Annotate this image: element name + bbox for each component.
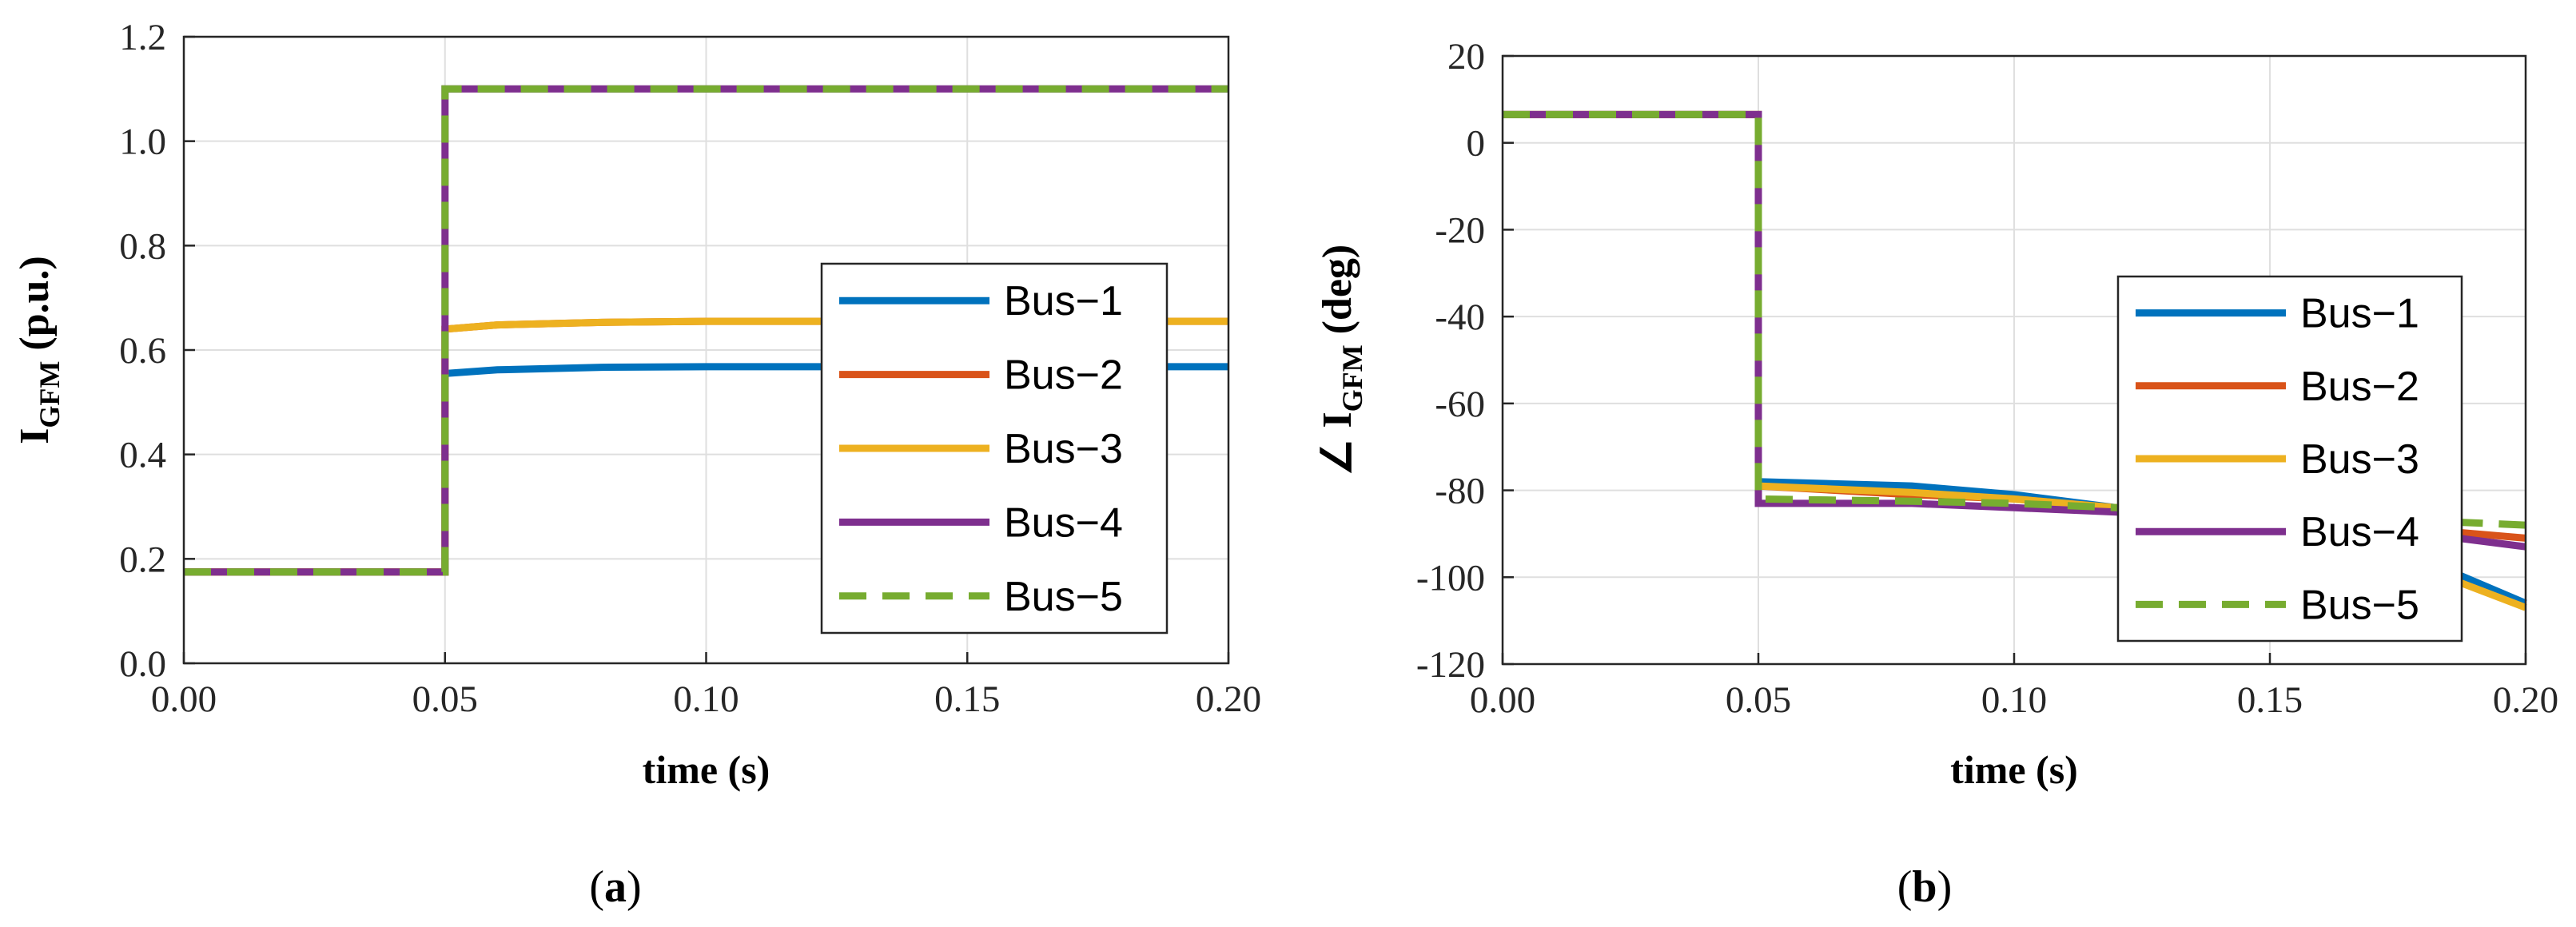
panel-b-x-tick-label: 0.15 — [2237, 679, 2303, 721]
panel-b-y-tick-label: -40 — [1435, 296, 1485, 338]
panel-b-legend-label-bus-5: Bus−5 — [2300, 582, 2419, 628]
panel-a-y-label-main: I — [12, 428, 58, 444]
panel-b-legend-label-bus-2: Bus−2 — [2300, 364, 2419, 410]
panel-a-x-tick-label: 0.15 — [934, 678, 1000, 720]
panel-a-y-tick-label: 1.0 — [119, 121, 166, 163]
panel-b-y-tick-label: -20 — [1435, 209, 1485, 251]
panel-a-legend-label-bus-3: Bus−3 — [1004, 426, 1123, 472]
panel-b-caption-open: ( — [1897, 862, 1913, 912]
panel-b-caption-letter: b — [1912, 862, 1937, 912]
panel-a-legend-label-bus-5: Bus−5 — [1004, 574, 1123, 620]
panel-b-legend-label-bus-3: Bus−3 — [2300, 436, 2419, 483]
panel-b-y-tick-label: -60 — [1435, 384, 1485, 425]
panel-a-y-tick-label: 0.6 — [119, 330, 166, 372]
panel-b-legend-label-bus-1: Bus−1 — [2300, 291, 2419, 337]
panel-a-caption-letter: a — [604, 862, 627, 912]
panel-a-caption-open: ( — [589, 862, 604, 912]
panel-a-legend: Bus−1 Bus−2 Bus−3 Bus−4 Bus−5 — [820, 262, 1169, 635]
panel-b-legend-label-bus-4: Bus−4 — [2300, 509, 2419, 555]
panel-b-x-tick-label: 0.10 — [1981, 679, 2047, 721]
panel-b-y-tick-label: -100 — [1416, 557, 1485, 599]
panel-a-y-tick-label: 0.2 — [119, 539, 166, 580]
panel-a-y-tick-label: 0.8 — [119, 225, 166, 267]
panel-a-series-bus-5 — [184, 85, 1228, 576]
panel-b-y-label-main: ∠ I — [1315, 412, 1360, 475]
panel-a-y-label-unit: (p.u.) — [12, 256, 58, 360]
panel-a-y-axis-label: IGFM (p.u.) — [12, 256, 66, 444]
panel-a-y-tick-label: 1.2 — [119, 17, 166, 58]
panel-b-x-ticks: 0.00 0.05 0.10 0.15 0.20 — [1470, 653, 2558, 721]
panel-a-x-ticks: 0.00 0.05 0.10 0.15 0.20 — [151, 652, 1261, 720]
panel-b-y-tick-label: 20 — [1447, 36, 1485, 78]
panel-a-y-tick-label: 0.0 — [119, 643, 166, 685]
panel-b-caption-close: ) — [1937, 862, 1953, 912]
panel-a-y-tick-label: 0.4 — [119, 435, 166, 476]
panel-b-y-label-subscript: GFM — [1336, 344, 1368, 412]
panel-b-legend: Bus−1 Bus−2 Bus−3 Bus−4 Bus−5 — [2116, 275, 2463, 643]
panel-b-x-tick-label: 0.20 — [2493, 679, 2558, 721]
panel-b-y-tick-label: -80 — [1435, 471, 1485, 512]
panel-b-y-ticks: 20 0 -20 -40 -60 -80 -100 -120 — [1416, 36, 1514, 686]
panel-a-x-axis-label: time (s) — [643, 747, 770, 792]
panel-b-x-tick-label: 0.05 — [1726, 679, 1791, 721]
panel-a-caption: (a) — [589, 862, 641, 912]
panel-a-legend-label-bus-4: Bus−4 — [1004, 499, 1123, 546]
panel-a-x-tick-label: 0.05 — [412, 678, 478, 720]
panel-b-caption: (b) — [1897, 862, 1952, 912]
panel-b-x-tick-label: 0.00 — [1470, 679, 1535, 721]
panel-a-legend-label-bus-2: Bus−2 — [1004, 352, 1123, 399]
panel-a-x-tick-label: 0.00 — [151, 678, 217, 720]
panel-b-y-tick-label: -120 — [1416, 644, 1485, 686]
panel-b: 0.00 0.05 0.10 0.15 0.20 20 0 -20 -40 -60 -80 -100… — [1315, 36, 2558, 912]
panel-b-y-axis-label: ∠ IGFM (deg) — [1315, 245, 1368, 475]
panel-a: 0.00 0.05 0.10 0.15 0.20 0.0 0.2 0.4 0.6 0.8 1.0 1… — [12, 17, 1261, 912]
panel-a-x-tick-label: 0.20 — [1196, 678, 1261, 720]
panel-a-y-ticks: 0.0 0.2 0.4 0.6 0.8 1.0 1.2 — [119, 17, 195, 685]
panel-b-y-label-unit: (deg) — [1315, 245, 1360, 345]
panel-a-y-label-subscript: GFM — [34, 361, 66, 428]
panel-a-caption-close: ) — [627, 862, 642, 912]
panel-a-x-tick-label: 0.10 — [673, 678, 739, 720]
panel-a-legend-label-bus-1: Bus−1 — [1004, 278, 1123, 324]
panel-b-y-tick-label: 0 — [1467, 123, 1486, 165]
panel-b-x-axis-label: time (s) — [1950, 747, 2078, 792]
